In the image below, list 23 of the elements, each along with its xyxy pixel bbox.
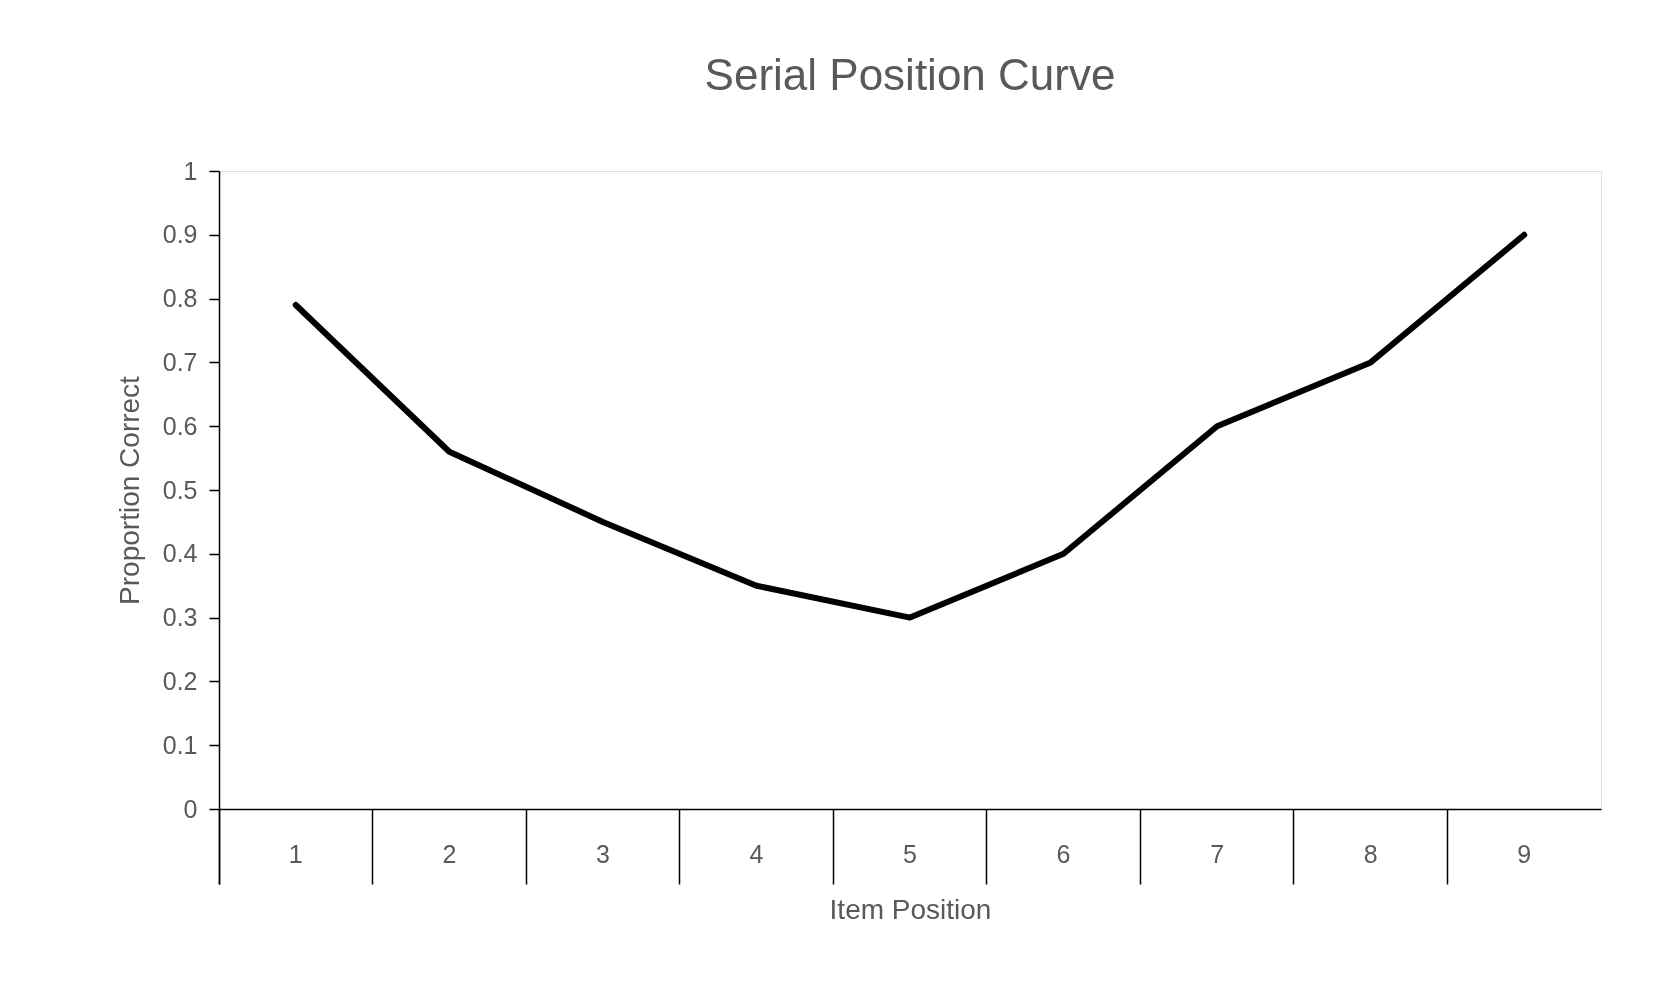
x-tick-label: 9 <box>1517 839 1532 868</box>
x-tick-label: 2 <box>442 839 457 868</box>
y-tick-label: 0.5 <box>162 475 198 504</box>
y-tick-label: 0.7 <box>162 347 198 376</box>
y-tick-label: 0.4 <box>162 539 198 568</box>
y-tick-label: 1 <box>183 156 198 185</box>
y-tick-label: 0 <box>183 794 198 823</box>
y-tick-label: 0.6 <box>162 411 198 440</box>
x-tick-label: 6 <box>1056 839 1071 868</box>
x-tick-label: 8 <box>1363 839 1378 868</box>
y-tick-label: 0.2 <box>162 666 198 695</box>
y-tick-label: 0.3 <box>162 603 198 632</box>
x-tick-label: 1 <box>288 839 303 868</box>
y-tick-label: 0.9 <box>162 220 198 249</box>
x-tick-label: 7 <box>1210 839 1225 868</box>
x-tick-label: 3 <box>595 839 610 868</box>
x-tick-label: 4 <box>749 839 764 868</box>
y-tick-label: 0.8 <box>162 284 198 313</box>
x-tick-label: 5 <box>903 839 917 868</box>
x-axis-title: Item Position <box>829 894 992 926</box>
y-axis-title: Proportion Correct <box>113 375 145 605</box>
y-tick-label: 0.1 <box>162 730 198 759</box>
chart-title: Serial Position Curve <box>704 50 1116 99</box>
